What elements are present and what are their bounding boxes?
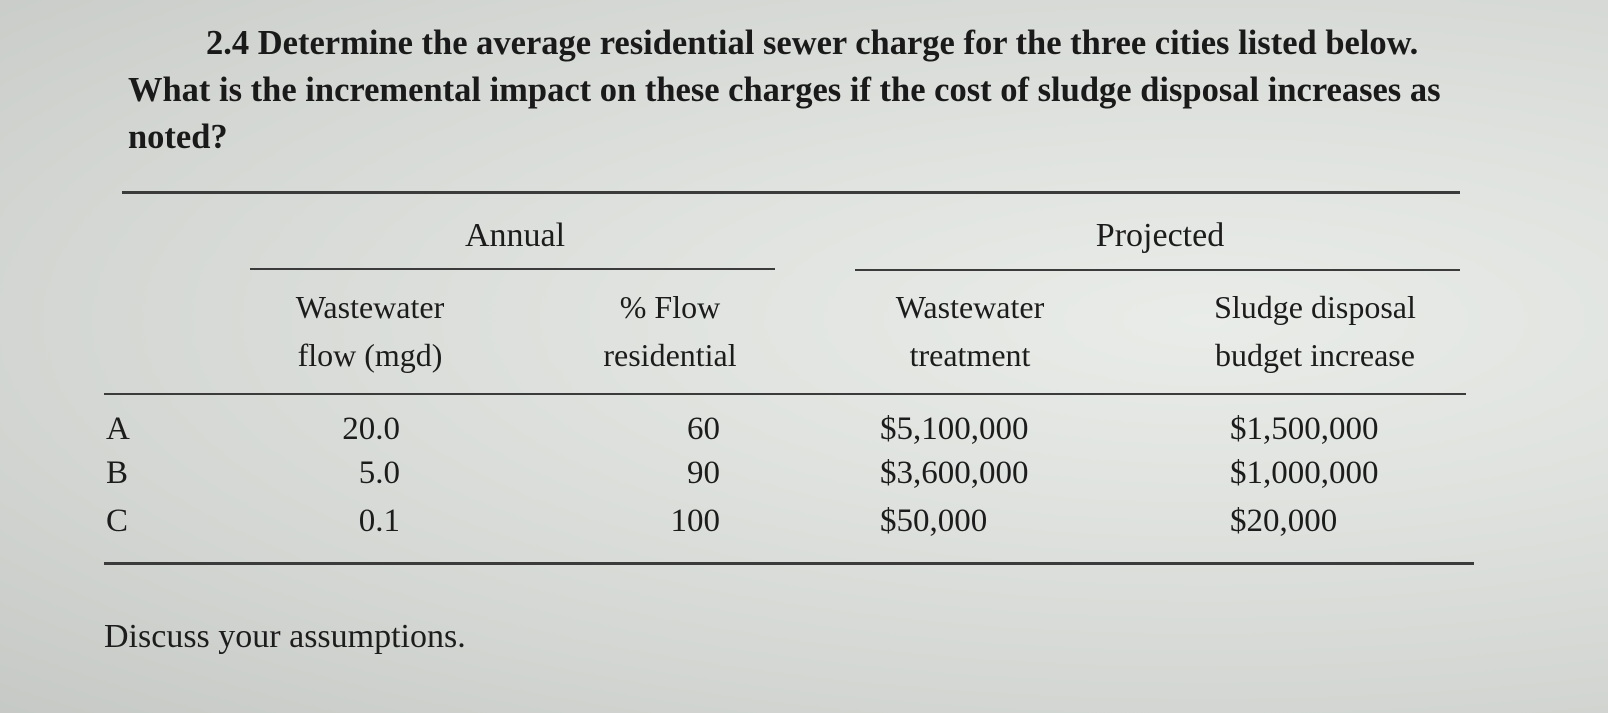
table-top-rule: [122, 191, 1460, 194]
group-label-annual: Annual: [464, 217, 566, 254]
sludge-value: $20,000: [1230, 503, 1338, 539]
group-label-projected: Projected: [1095, 217, 1225, 254]
header-ww-line2: treatment: [909, 337, 1031, 373]
header-ww-line1: Wastewater: [895, 289, 1045, 325]
header-flow-line1: Wastewater: [295, 289, 445, 325]
treatment-value: $5,100,000: [880, 411, 1029, 447]
header-flow-line2: flow (mgd): [297, 337, 443, 373]
problem-text: Determine the average residential sewer …: [128, 24, 1441, 156]
flow-value: 0.1: [358, 503, 400, 539]
problem-number: 2.4: [206, 24, 250, 62]
city-label: A: [106, 411, 130, 447]
pct-value: 60: [687, 411, 720, 447]
footer-instruction: Discuss your assumptions.: [104, 618, 466, 655]
treatment-value: $50,000: [880, 503, 988, 539]
problem-statement: 2.4 Determine the average residential se…: [128, 20, 1488, 161]
header-bottom-rule: [104, 393, 1466, 395]
header-sludge-line1: Sludge disposal: [1214, 289, 1416, 325]
sludge-value: $1,000,000: [1230, 455, 1379, 491]
projected-group-rule: [855, 269, 1460, 271]
flow-value: 20.0: [342, 411, 400, 447]
flow-value: 5.0: [358, 455, 400, 491]
city-label: B: [106, 455, 129, 491]
header-pct-line1: % Flow: [619, 289, 721, 325]
table-bottom-rule: [104, 562, 1474, 565]
city-label: C: [106, 503, 129, 539]
pct-value: 90: [687, 455, 720, 491]
annual-group-rule: [250, 268, 775, 270]
header-pct-line2: residential: [603, 337, 737, 373]
treatment-value: $3,600,000: [880, 455, 1029, 491]
sludge-value: $1,500,000: [1230, 411, 1379, 447]
pct-value: 100: [670, 503, 721, 539]
header-sludge-line2: budget increase: [1215, 337, 1415, 373]
